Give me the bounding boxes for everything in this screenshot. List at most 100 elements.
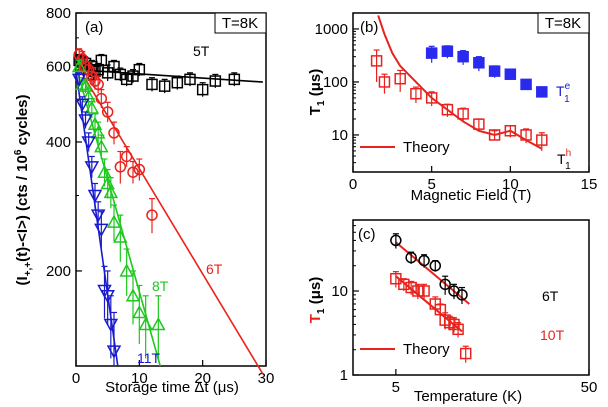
data-point-6t xyxy=(439,278,451,291)
data-point-5t xyxy=(228,73,241,86)
data-point-8t xyxy=(90,125,106,139)
panel-a-xlabel: Storage time Δt (μs) xyxy=(105,379,239,396)
panel-a-points xyxy=(71,48,241,366)
panel-c-ylabel: T1 (μs) xyxy=(307,277,327,323)
x-tick-label: 0 xyxy=(72,370,80,387)
y-tick-label: 1 xyxy=(340,367,348,384)
data-point-t1-e xyxy=(536,86,548,98)
data-point-5t xyxy=(101,67,114,79)
data-point-t1-h xyxy=(378,76,391,88)
data-point-11t xyxy=(106,345,122,359)
data-point-t1-e xyxy=(457,50,469,63)
data-point-8t xyxy=(78,78,93,92)
series-label-8t: 8T xyxy=(152,278,169,294)
data-point-8t xyxy=(113,229,128,243)
panel-b-frame xyxy=(352,12,590,173)
panel-b-points xyxy=(370,45,548,151)
data-point-5t xyxy=(133,63,146,76)
data-point-10t xyxy=(418,285,430,297)
panel-a-temp-label: T=8K xyxy=(222,15,258,32)
panel-c-legend-label: Theory xyxy=(403,341,450,358)
data-point-8t xyxy=(151,316,166,331)
x-tick-label: 5 xyxy=(427,176,435,193)
data-point-10t xyxy=(452,323,464,336)
series-label-6t: 6T xyxy=(206,261,223,277)
data-point-8t xyxy=(71,58,87,73)
data-point-6t xyxy=(127,166,139,178)
data-point-t1-h xyxy=(488,129,501,141)
data-point-t1-e xyxy=(520,78,532,91)
panel-b-fits xyxy=(377,15,543,150)
data-point-6t xyxy=(101,106,114,118)
panel-b-temp-label: T=8K xyxy=(545,15,581,32)
series-label-11t: 11T xyxy=(137,350,161,366)
data-point-11t xyxy=(84,161,100,175)
data-point-5t xyxy=(127,70,139,82)
data-point-6t xyxy=(456,289,468,301)
data-point-11t xyxy=(75,98,90,112)
data-point-t1-h xyxy=(441,103,454,116)
data-point-5t xyxy=(108,60,120,73)
data-point-10t xyxy=(459,347,472,360)
data-point-6t xyxy=(390,234,402,247)
panel-c-ticks: 5 50 1 10 xyxy=(331,225,597,396)
data-point-8t xyxy=(106,214,122,228)
x-tick-label: 15 xyxy=(581,176,598,193)
data-point-8t xyxy=(125,288,141,302)
data-point-t1-h xyxy=(504,125,517,137)
theory-curve-theory xyxy=(377,15,543,150)
data-point-6t xyxy=(429,259,442,272)
data-point-8t xyxy=(94,139,109,153)
data-point-10t xyxy=(412,285,424,297)
y-tick-label: 800 xyxy=(46,5,71,22)
y-tick-label: 200 xyxy=(46,263,71,280)
panel-a-temp-box xyxy=(214,12,267,34)
data-point-8t xyxy=(84,100,100,114)
series-label-10t-c: 10T xyxy=(540,327,565,343)
data-point-8t xyxy=(81,89,96,103)
data-point-t1-h xyxy=(410,87,422,100)
data-point-5t xyxy=(184,73,196,86)
fit-line-6t xyxy=(75,63,264,375)
data-point-t1-h xyxy=(536,134,548,146)
data-point-11t xyxy=(71,73,87,87)
panel-c-xlabel: Temperature (K) xyxy=(414,388,522,405)
series-label-5t: 5T xyxy=(193,43,210,59)
panel-b-temp-box xyxy=(537,12,590,34)
data-point-6t xyxy=(405,251,417,264)
data-point-t1-e xyxy=(473,57,485,69)
data-point-11t xyxy=(94,223,109,237)
data-point-6t xyxy=(89,75,101,87)
data-point-8t xyxy=(132,304,147,319)
series-label-6t-c: 6T xyxy=(542,288,559,304)
x-tick-label: 0 xyxy=(349,176,357,193)
data-point-t1-e xyxy=(441,45,454,57)
data-point-8t xyxy=(103,184,119,199)
data-point-8t xyxy=(119,263,134,277)
data-point-t1-e xyxy=(488,65,501,77)
data-point-t1-h xyxy=(520,129,532,141)
panel-a-fits xyxy=(75,63,264,375)
x-tick-label: 10 xyxy=(131,370,148,387)
data-point-5t xyxy=(209,75,222,87)
data-point-t1-h xyxy=(370,55,383,67)
panel-c-frame xyxy=(352,219,590,376)
y-tick-label: 600 xyxy=(46,59,71,76)
x-tick-label: 20 xyxy=(194,370,211,387)
y-tick-label: 10 xyxy=(331,283,348,300)
data-point-6t xyxy=(418,254,430,267)
data-point-t1-e xyxy=(504,68,517,80)
panel-a-frame xyxy=(75,12,267,367)
data-point-5t xyxy=(196,83,209,96)
data-point-6t xyxy=(92,78,104,91)
data-point-5t xyxy=(120,73,133,86)
data-point-11t xyxy=(81,136,96,150)
data-point-8t xyxy=(138,316,153,331)
data-point-t1-h xyxy=(457,108,469,120)
data-point-10t xyxy=(405,281,417,294)
x-tick-label: 5 xyxy=(392,379,400,396)
panel-c-points xyxy=(390,233,472,363)
data-point-6t xyxy=(133,163,146,176)
data-point-t1-h xyxy=(394,72,406,85)
